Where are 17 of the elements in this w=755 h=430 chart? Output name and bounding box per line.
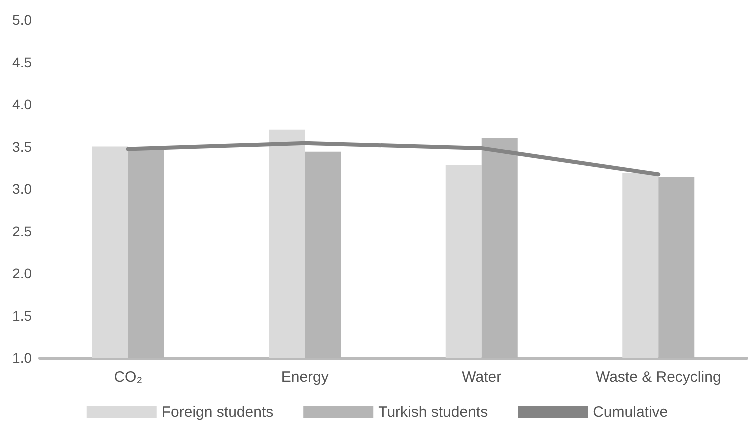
legend-label: Foreign students [162, 404, 274, 421]
y-tick-label: 4.0 [12, 96, 32, 112]
x-tick-label: CO₂ [114, 369, 143, 386]
x-tick-label: Energy [281, 369, 330, 386]
x-tick-label: Waste & Recycling [596, 369, 722, 386]
y-tick-label: 3.5 [12, 138, 32, 155]
line-series [126, 141, 661, 177]
y-tick-label: 5.0 [12, 12, 32, 28]
y-tick-label: 3.0 [12, 181, 32, 197]
y-tick-label: 2.0 [12, 266, 32, 282]
y-tick-label: 1.5 [12, 308, 32, 324]
legend-label: Turkish students [378, 404, 488, 421]
y-tick-label: 4.5 [12, 54, 32, 70]
x-tick-label: Water [462, 369, 502, 386]
y-tick-label: 1.0 [12, 350, 32, 366]
legend-label: Cumulative [593, 404, 668, 421]
y-tick-label: 2.5 [12, 223, 32, 240]
